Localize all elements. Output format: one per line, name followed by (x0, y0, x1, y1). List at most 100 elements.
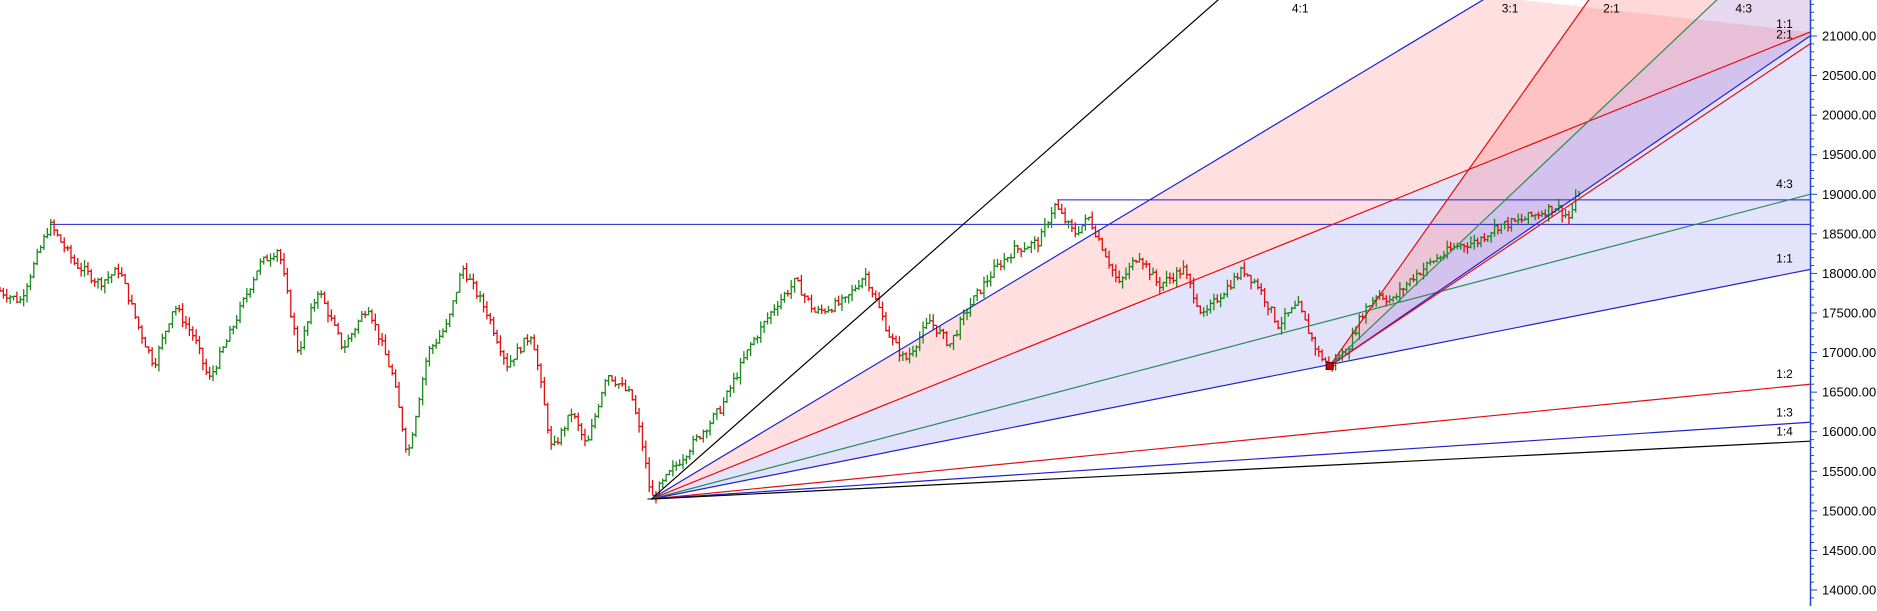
price-bar (880, 301, 885, 321)
fan-label-1-3: 1:3 (1776, 406, 1793, 420)
price-bar (444, 318, 449, 333)
fan-line-1-1 (1329, 43, 1810, 367)
fan-label-1-1: 1:1 (1776, 17, 1793, 31)
price-bar (417, 397, 422, 418)
price-bar (282, 252, 287, 277)
price-bar (887, 325, 892, 338)
price-bar (650, 479, 655, 497)
price-bar (380, 332, 385, 347)
price-bar (1052, 202, 1057, 219)
price-bar (244, 287, 249, 303)
price-bar (396, 381, 401, 408)
price-bar (393, 369, 398, 388)
price-bar (714, 408, 719, 420)
price-bar (545, 402, 550, 434)
price-bar (258, 258, 263, 275)
price-bar (163, 330, 168, 345)
price-bar (927, 313, 932, 325)
price-bar (1009, 253, 1014, 264)
price-bar (234, 315, 239, 330)
price-bar (789, 280, 794, 299)
price-bar (99, 277, 104, 291)
price-bar (1069, 218, 1074, 232)
price-bar (214, 365, 219, 375)
price-bar (762, 320, 767, 333)
price-bar (82, 260, 87, 277)
price-bar (833, 297, 838, 313)
price-bar (626, 385, 631, 393)
price-bar (856, 279, 861, 291)
price-bar (1032, 236, 1037, 250)
price-bar (170, 311, 175, 329)
price-bar (75, 258, 80, 270)
y-tick-label: 17500.00 (1822, 306, 1876, 321)
price-bar (38, 245, 43, 254)
price-bar (518, 346, 523, 354)
price-bar (420, 376, 425, 406)
price-bar (488, 312, 493, 325)
price-bar (194, 329, 199, 345)
price-bar (302, 325, 307, 350)
price-bar (731, 372, 736, 393)
price-bar (992, 259, 997, 278)
fan-line-3-1 (1329, 0, 1590, 367)
price-bar (562, 426, 567, 437)
price-bar (1090, 211, 1095, 230)
price-bar (850, 284, 855, 302)
shaded-region-4 (1329, 0, 1810, 366)
anchor-marker-0 (1325, 362, 1334, 371)
fan-line-4-1 (651, 0, 1219, 500)
price-bar (305, 321, 310, 336)
y-axis: 14000.00 14500.00 15000.00 15500.00 16000.00… (1809, 0, 1876, 606)
price-bar (224, 339, 229, 348)
price-bar (599, 391, 604, 408)
price-bar (484, 301, 489, 320)
price-bar (183, 315, 188, 329)
price-bar (481, 293, 486, 313)
price-bar (123, 273, 128, 285)
fan-label-1-2: 1:2 (1776, 367, 1793, 381)
price-bar (454, 291, 459, 305)
y-tick-label: 21000.00 (1822, 29, 1876, 44)
fan-label-3-1: 3:1 (1502, 1, 1519, 15)
price-bar (1076, 226, 1081, 236)
price-bar (566, 414, 571, 431)
price-bar (870, 286, 875, 298)
price-bar (894, 335, 899, 344)
price-bar (589, 418, 594, 441)
price-bar (190, 326, 195, 341)
price-bar (478, 291, 483, 303)
price-bar (826, 305, 831, 313)
fan-line-4-3 (651, 193, 1810, 500)
price-bar (102, 279, 107, 294)
price-bar (376, 323, 381, 346)
y-tick-label: 16000.00 (1822, 424, 1876, 439)
price-bar (440, 328, 445, 338)
price-bar (211, 365, 216, 382)
y-tick-label: 15500.00 (1822, 464, 1876, 479)
y-tick-label: 18000.00 (1822, 266, 1876, 281)
price-bar (309, 303, 314, 325)
price-bar (515, 343, 520, 360)
price-bar (48, 218, 53, 237)
price-bar (295, 325, 300, 353)
y-tick-label: 15000.00 (1822, 503, 1876, 518)
price-bar (312, 298, 317, 312)
price-bar (434, 338, 439, 349)
price-bar (721, 397, 726, 417)
price-bar (728, 385, 733, 398)
price-bar (931, 314, 936, 331)
fan-label-2-1: 2:1 (1603, 1, 1620, 15)
price-bar (1083, 214, 1088, 231)
price-bar (772, 304, 777, 316)
price-bar (461, 265, 466, 279)
price-bar (386, 350, 391, 368)
price-bar (552, 435, 557, 446)
fan-label-4-3: 4:3 (1735, 1, 1752, 15)
price-bar (4, 288, 9, 303)
fan-label-2-1: 2:1 (1776, 27, 1793, 41)
price-bar (278, 248, 283, 265)
y-tick-label: 16500.00 (1822, 385, 1876, 400)
y-tick-label: 14000.00 (1822, 583, 1876, 598)
